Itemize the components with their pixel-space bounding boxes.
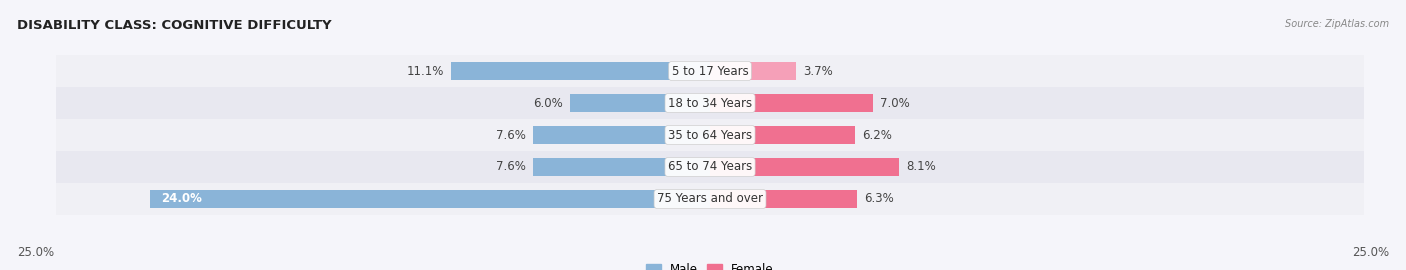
Text: DISABILITY CLASS: COGNITIVE DIFFICULTY: DISABILITY CLASS: COGNITIVE DIFFICULTY (17, 19, 332, 32)
Bar (710, 126, 855, 144)
Bar (451, 62, 710, 80)
Bar (710, 190, 858, 208)
Bar (533, 126, 710, 144)
Text: 3.7%: 3.7% (803, 65, 834, 77)
Text: 24.0%: 24.0% (162, 193, 202, 205)
Text: 7.6%: 7.6% (496, 160, 526, 174)
Text: 7.0%: 7.0% (880, 96, 910, 110)
Bar (569, 94, 710, 112)
Text: 6.3%: 6.3% (865, 193, 894, 205)
Text: 35 to 64 Years: 35 to 64 Years (668, 129, 752, 141)
Text: Source: ZipAtlas.com: Source: ZipAtlas.com (1285, 19, 1389, 29)
Bar (56, 183, 1364, 215)
Text: 18 to 34 Years: 18 to 34 Years (668, 96, 752, 110)
Text: 11.1%: 11.1% (406, 65, 444, 77)
Bar (710, 62, 796, 80)
Legend: Male, Female: Male, Female (641, 259, 779, 270)
Bar (56, 55, 1364, 87)
Text: 75 Years and over: 75 Years and over (657, 193, 763, 205)
Bar (56, 151, 1364, 183)
Bar (149, 190, 710, 208)
Text: 8.1%: 8.1% (905, 160, 936, 174)
Bar (533, 158, 710, 176)
Bar (56, 87, 1364, 119)
Text: 5 to 17 Years: 5 to 17 Years (672, 65, 748, 77)
Text: 25.0%: 25.0% (17, 246, 53, 259)
Text: 6.2%: 6.2% (862, 129, 891, 141)
Bar (710, 94, 873, 112)
Text: 65 to 74 Years: 65 to 74 Years (668, 160, 752, 174)
Text: 6.0%: 6.0% (533, 96, 562, 110)
Bar (710, 158, 900, 176)
Bar (56, 119, 1364, 151)
Text: 25.0%: 25.0% (1353, 246, 1389, 259)
Text: 7.6%: 7.6% (496, 129, 526, 141)
